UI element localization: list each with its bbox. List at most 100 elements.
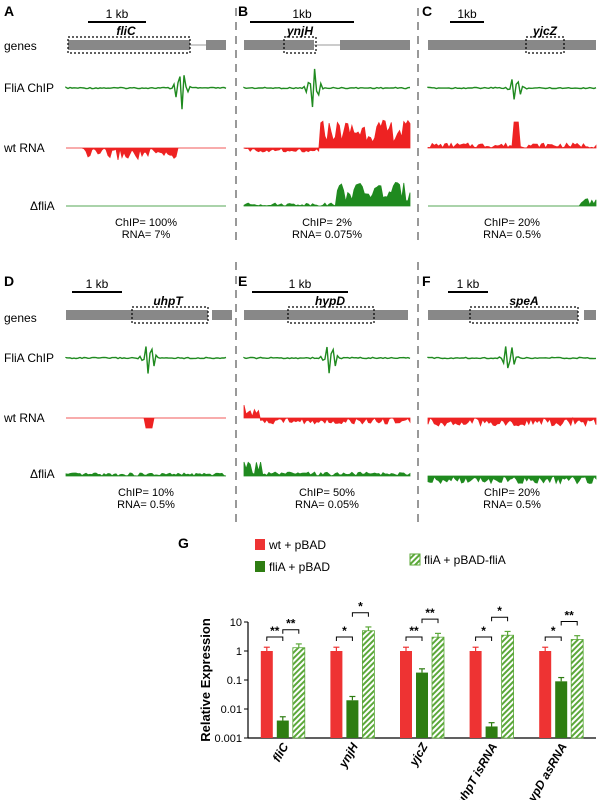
legend-label: fliA + pBAD [269, 560, 330, 574]
chip-percentage: ChIP= 50% [299, 487, 355, 499]
row-label-chip: FliA ChIP [4, 81, 54, 95]
mutant-rna-track [427, 475, 597, 485]
row-label-chip-2: FliA ChIP [4, 351, 54, 365]
significance-bracket [544, 636, 562, 641]
scale-label: 1 kb [457, 277, 480, 291]
category-label: fliC [270, 740, 292, 764]
bar [539, 651, 552, 738]
chip-track [65, 75, 227, 110]
gene-name: ynjH [286, 24, 313, 38]
wt-rna-track [427, 121, 597, 149]
significance-mark: ** [409, 624, 419, 638]
significance-bracket [560, 620, 578, 626]
significance-mark: * [481, 624, 486, 638]
rna-percentage: RNA= 7% [122, 229, 171, 241]
row-label-wt: wt RNA [3, 141, 45, 155]
gene-block [68, 40, 190, 50]
rna-percentage: RNA= 0.05% [295, 499, 359, 511]
gene-block [244, 310, 408, 320]
mutant-rna-track [243, 461, 411, 477]
gene-highlight-box [287, 306, 375, 324]
gene-block [244, 40, 284, 50]
mutant-rna-track [428, 198, 597, 207]
track-panels: A 1 kb fliC ChIP= 100%RNA= 7% B 1kb ynjH ChIP= … [4, 3, 597, 511]
chip-percentage: ChIP= 20% [484, 487, 540, 499]
bar [276, 720, 289, 738]
significance-bracket [475, 636, 493, 641]
legend-label: wt + pBAD [268, 538, 326, 552]
panel-letter: C [422, 3, 432, 19]
gene-highlight-box [67, 36, 191, 54]
gene-name: hypD [315, 294, 345, 308]
category-label: uhpT isRNA [454, 741, 500, 800]
category-label: ynjH [335, 740, 361, 771]
significance-bracket [421, 618, 439, 624]
scale-label: 1 kb [289, 277, 312, 291]
legend-swatch [255, 539, 265, 550]
gene-block [132, 310, 208, 320]
mutant-rna-track [243, 181, 411, 207]
wt-rna-track [243, 119, 411, 153]
gene-block [340, 40, 410, 50]
rna-percentage: RNA= 0.5% [483, 229, 541, 241]
legend-label: fliA + pBAD-fliA [424, 553, 506, 567]
gene-block [428, 310, 578, 320]
bar [501, 634, 515, 739]
scale-label: 1kb [292, 7, 312, 21]
y-tick-label: 1 [236, 646, 242, 658]
bar [330, 651, 343, 738]
bar [555, 681, 568, 738]
significance-mark: * [551, 624, 556, 638]
panel-letter: F [422, 273, 431, 289]
gene-highlight-box [283, 36, 317, 54]
significance-mark: ** [565, 608, 575, 622]
bar [469, 651, 482, 738]
bar [292, 647, 306, 739]
panel-c: C 1kb yjcZ ChIP= 20%RNA= 0.5% [422, 3, 597, 241]
row-label-mut: ΔfliA [30, 199, 55, 213]
significance-bracket [335, 636, 353, 641]
chip-track [65, 346, 227, 374]
significance-mark: * [358, 600, 363, 614]
significance-bracket [351, 612, 369, 617]
chip-track [243, 346, 411, 374]
row-label-wt-2: wt RNA [3, 411, 45, 425]
chip-track [427, 79, 597, 100]
chip-percentage: ChIP= 10% [118, 487, 174, 499]
significance-bracket [266, 636, 284, 641]
bar [416, 672, 428, 738]
row-label-genes: genes [4, 39, 37, 53]
gene-block [284, 40, 314, 50]
panel-d: D 1 kb uhpT ChIP= 10%RNA= 0.5% [4, 273, 232, 511]
scale-label: 1kb [457, 7, 477, 21]
panel-letter: D [4, 273, 14, 289]
significance-mark: ** [270, 624, 280, 638]
bar [570, 639, 584, 739]
gene-name: fliC [116, 24, 136, 38]
significance-bracket [491, 616, 509, 622]
panel-b: B 1kb ynjH ChIP= 2%RNA= 0.075% [238, 3, 411, 241]
rna-percentage: RNA= 0.075% [292, 229, 362, 241]
wt-rna-track [243, 405, 411, 425]
gene-block [584, 310, 596, 320]
scale-label: 1 kb [106, 7, 129, 21]
significance-bracket [282, 629, 300, 634]
bar [346, 700, 359, 738]
panel-letter: E [238, 273, 247, 289]
row-label-mut-2: ΔfliA [30, 467, 55, 481]
significance-mark: * [497, 604, 502, 618]
chip-percentage: ChIP= 2% [302, 217, 352, 229]
scale-label: 1 kb [86, 277, 109, 291]
gene-highlight-box [525, 36, 565, 54]
gene-name: yjcZ [532, 24, 558, 38]
panel-a: A 1 kb fliC ChIP= 100%RNA= 7% [4, 3, 227, 241]
rna-percentage: RNA= 0.5% [483, 499, 541, 511]
gene-highlight-box [469, 306, 579, 324]
gene-highlight-box [131, 306, 209, 324]
rna-percentage: RNA= 0.5% [117, 499, 175, 511]
wt-rna-track [66, 417, 226, 429]
chip-track [427, 346, 597, 369]
